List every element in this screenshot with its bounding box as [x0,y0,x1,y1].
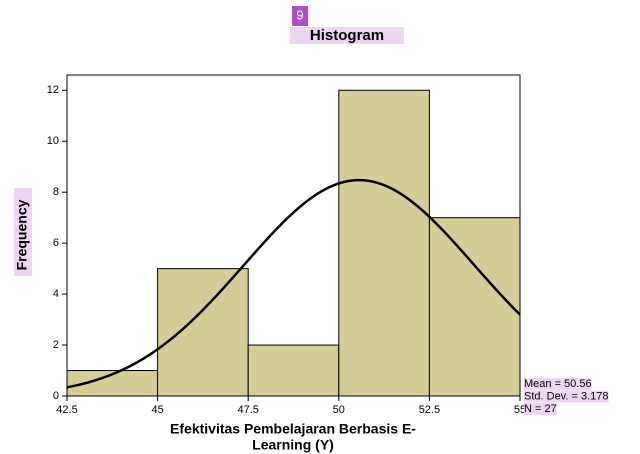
x-tick-label: 55 [514,404,526,416]
bar [428,217,521,397]
highlight [524,390,609,403]
x-tick-label: 50 [333,404,345,416]
bar [247,344,340,397]
y-tick-label: 6 [53,237,59,249]
stats-label: Mean = 50.56 [524,378,592,390]
y-tick-label: 0 [53,390,59,402]
x-axis-label: Efektivitas Pembelajaran Berbasis E- [170,421,416,437]
y-tick-label: 4 [53,288,59,300]
y-tick-label: 12 [47,84,59,96]
highlight [14,188,32,276]
chart-title: Histogram [310,27,384,44]
y-tick-label: 2 [53,339,59,351]
badge-box [292,6,308,26]
x-axis-label: Learning (Y) [252,437,334,453]
y-axis-label: Frequency [14,199,30,270]
bar [338,89,430,397]
bar [157,268,249,397]
y-tick-label: 8 [53,186,59,198]
highlight [524,402,557,415]
badge: 9 [296,7,303,22]
x-tick-label: 42.5 [56,404,77,416]
y-tick-label: 10 [47,135,59,147]
normal-curve [66,178,521,389]
stats-label: N = 27 [524,403,557,415]
x-tick-label: 52.5 [419,404,440,416]
x-tick-label: 47.5 [237,404,258,416]
highlight [524,377,592,390]
x-tick-label: 45 [151,404,163,416]
stats-label: Std. Dev. = 3.178 [524,390,609,402]
highlight [290,27,404,44]
